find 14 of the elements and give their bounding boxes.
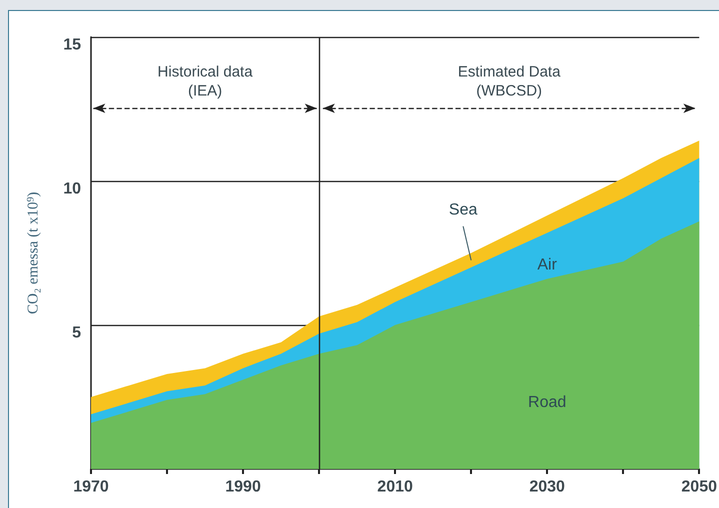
x-tick-label: 2010 <box>377 478 413 496</box>
annotation: Historical data (IEA) <box>158 63 254 100</box>
y-tick-label: 15 <box>63 36 82 54</box>
series-label: Road <box>528 394 566 411</box>
series-label: Sea <box>448 202 478 219</box>
y-tick-label: 5 <box>72 324 82 342</box>
x-tick-label: 1990 <box>225 478 261 496</box>
x-tick-label: 2030 <box>529 478 566 496</box>
series-label: Air <box>537 256 558 274</box>
x-tick-label: 2050 <box>681 478 718 496</box>
y-tick-label: 10 <box>63 180 82 198</box>
annotation: Estimated Data (WBCSD) <box>458 63 562 100</box>
y-axis-title: CO₂ emessa (t x109) <box>26 192 42 314</box>
x-tick-label: 1970 <box>73 478 109 496</box>
